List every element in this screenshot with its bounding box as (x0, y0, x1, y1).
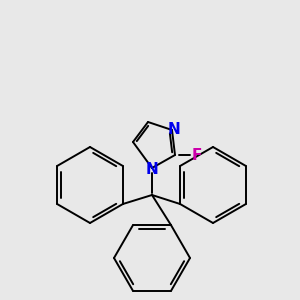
Text: N: N (146, 163, 158, 178)
Text: F: F (192, 148, 202, 163)
Text: N: N (168, 122, 180, 136)
